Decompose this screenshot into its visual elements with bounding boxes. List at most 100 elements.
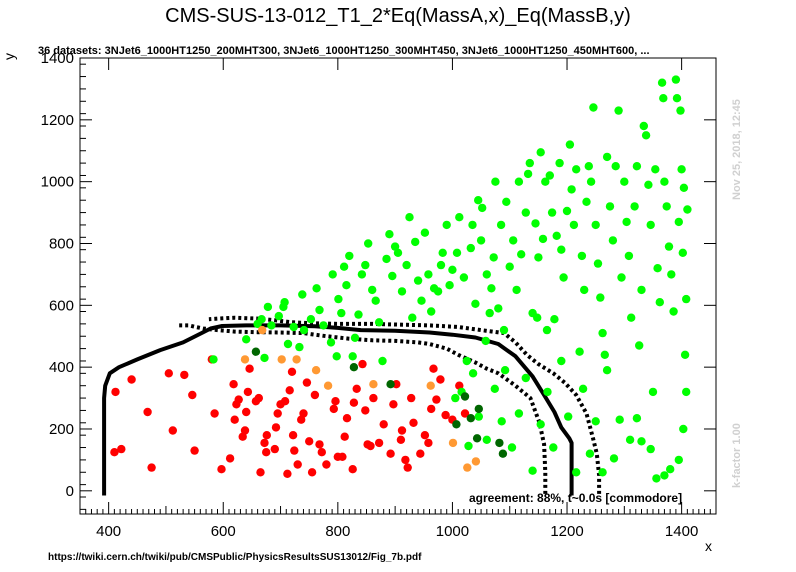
data-point [260, 353, 269, 363]
data-point [117, 444, 126, 454]
data-point [659, 94, 668, 103]
data-point [682, 387, 691, 397]
x-tick-label: 600 [211, 523, 236, 540]
data-point [217, 465, 226, 474]
data-point [326, 338, 336, 347]
data-point [627, 313, 636, 322]
data-point [550, 315, 559, 324]
data-point [358, 359, 367, 369]
data-point [436, 260, 446, 270]
data-point [591, 220, 600, 230]
data-point [277, 355, 286, 364]
data-point [572, 468, 581, 477]
data-point [111, 387, 120, 397]
chart-title: CMS-SUS-13-012_T1_2*Eq(MassA,x)_Eq(MassB… [165, 5, 631, 27]
data-point [622, 217, 631, 227]
data-point [254, 393, 263, 403]
data-point [641, 131, 651, 140]
data-point [474, 196, 483, 205]
data-point [349, 363, 359, 372]
data-point [334, 294, 343, 304]
data-point [557, 356, 566, 366]
data-point [143, 407, 152, 417]
data-point [209, 355, 218, 364]
contour-dashed [177, 323, 548, 494]
data-point [602, 152, 612, 162]
data-point [317, 448, 326, 457]
y-tick-label: 0 [66, 483, 74, 500]
data-point [512, 285, 521, 295]
data-point [403, 463, 412, 472]
data-point [564, 412, 573, 421]
data-point [646, 444, 655, 454]
data-point [371, 296, 380, 305]
y-tick-label: 1000 [41, 174, 74, 191]
data-point [357, 270, 367, 279]
data-point [442, 220, 451, 230]
y-tick-label: 1400 [41, 50, 74, 67]
data-point [580, 285, 589, 295]
data-point [416, 449, 425, 458]
data-point [476, 236, 486, 245]
data-point [543, 387, 552, 397]
data-point [680, 350, 690, 359]
data-point [632, 162, 642, 171]
data-point [337, 308, 346, 318]
data-point [499, 325, 509, 335]
data-point [497, 417, 506, 426]
data-point [495, 438, 504, 448]
data-point [555, 158, 564, 168]
data-point [514, 409, 524, 418]
data-point [528, 466, 537, 475]
data-point [315, 305, 324, 315]
data-point [531, 219, 540, 228]
data-point [402, 260, 411, 270]
data-point [451, 393, 460, 403]
data-point [168, 426, 177, 435]
data-point [637, 285, 646, 295]
data-point [285, 386, 294, 395]
data-point [617, 273, 626, 282]
data-point [315, 440, 324, 449]
data-point [354, 310, 363, 319]
timestamp-label: Nov 25, 2018, 12:45 [731, 99, 743, 200]
data-point [397, 426, 407, 435]
data-point [374, 438, 384, 448]
data-point [578, 384, 588, 393]
data-point [600, 350, 609, 359]
data-point [653, 264, 662, 273]
data-point [666, 465, 675, 474]
data-point [424, 438, 433, 448]
data-point [379, 420, 388, 429]
data-point [382, 254, 391, 264]
data-point [408, 313, 417, 322]
data-point [225, 454, 235, 463]
data-point [523, 169, 533, 179]
data-point [517, 250, 526, 259]
data-point [549, 443, 558, 452]
data-point [385, 230, 394, 239]
x-tick-label: 1400 [665, 523, 698, 540]
data-point [662, 202, 671, 211]
data-point [671, 75, 681, 84]
data-point [491, 177, 500, 186]
data-point [683, 205, 692, 214]
data-point [274, 311, 283, 321]
data-point [240, 426, 250, 435]
data-point [586, 177, 596, 186]
data-point [500, 366, 510, 375]
data-point [481, 336, 490, 346]
data-point [474, 404, 483, 414]
data-point [502, 197, 511, 206]
data-point [490, 384, 499, 393]
data-point [462, 356, 471, 366]
data-point [420, 431, 430, 440]
data-point [393, 248, 403, 257]
data-point [234, 395, 243, 404]
data-point [452, 420, 461, 429]
data-point [243, 387, 253, 397]
source-url: https://twiki.cern.ch/twiki/pub/CMSPubli… [48, 552, 422, 563]
data-point [652, 474, 661, 483]
data-point [338, 452, 347, 461]
data-point [632, 414, 642, 423]
